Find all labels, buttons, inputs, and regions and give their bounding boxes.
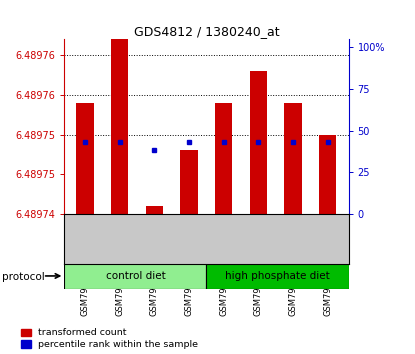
Bar bbox=[146, 206, 163, 214]
Title: GDS4812 / 1380240_at: GDS4812 / 1380240_at bbox=[134, 25, 279, 38]
Bar bbox=[215, 103, 232, 214]
Bar bbox=[319, 135, 337, 214]
Bar bbox=[76, 103, 94, 214]
Text: control diet: control diet bbox=[105, 272, 165, 281]
Bar bbox=[64, 264, 207, 289]
Bar bbox=[284, 103, 302, 214]
Text: protocol: protocol bbox=[2, 272, 45, 282]
Bar bbox=[250, 71, 267, 214]
Bar bbox=[181, 150, 198, 214]
Text: high phosphate diet: high phosphate diet bbox=[225, 272, 330, 281]
Legend: transformed count, percentile rank within the sample: transformed count, percentile rank withi… bbox=[21, 329, 198, 349]
Bar bbox=[111, 31, 129, 214]
Bar bbox=[207, 264, 349, 289]
